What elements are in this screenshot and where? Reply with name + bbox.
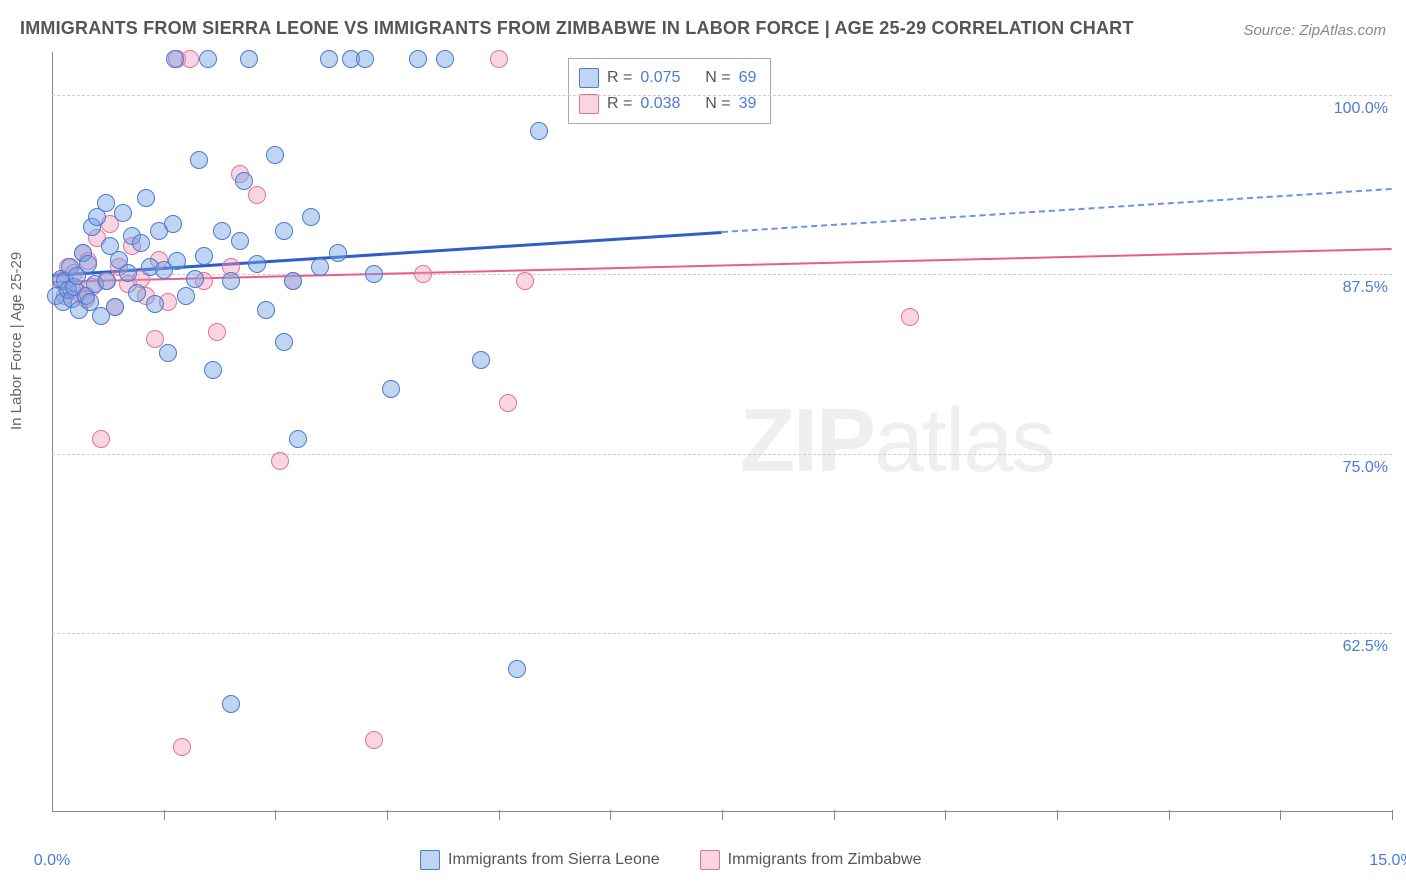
scatter-point-sierra-leone bbox=[222, 272, 240, 290]
scatter-point-sierra-leone bbox=[266, 146, 284, 164]
x-tick-mark bbox=[275, 810, 276, 820]
scatter-point-sierra-leone bbox=[98, 272, 116, 290]
chart-title: IMMIGRANTS FROM SIERRA LEONE VS IMMIGRAN… bbox=[20, 18, 1134, 39]
scatter-point-sierra-leone bbox=[106, 298, 124, 316]
scatter-point-zimbabwe bbox=[901, 308, 919, 326]
scatter-point-sierra-leone bbox=[164, 215, 182, 233]
scatter-point-sierra-leone bbox=[177, 287, 195, 305]
y-tick-label: 100.0% bbox=[1334, 100, 1388, 118]
scatter-point-zimbabwe bbox=[490, 50, 508, 68]
scatter-point-sierra-leone bbox=[146, 295, 164, 313]
gridline-horizontal bbox=[52, 454, 1392, 455]
scatter-point-sierra-leone bbox=[409, 50, 427, 68]
scatter-point-sierra-leone bbox=[240, 50, 258, 68]
scatter-point-sierra-leone bbox=[530, 122, 548, 140]
scatter-point-sierra-leone bbox=[132, 234, 150, 252]
x-tick-mark bbox=[722, 810, 723, 820]
x-tick-label: 15.0% bbox=[1369, 852, 1406, 870]
gridline-horizontal bbox=[52, 633, 1392, 634]
scatter-point-zimbabwe bbox=[92, 430, 110, 448]
scatter-point-sierra-leone bbox=[248, 255, 266, 273]
bottom-legend: Immigrants from Sierra Leone Immigrants … bbox=[420, 850, 921, 870]
scatter-point-sierra-leone bbox=[166, 50, 184, 68]
x-tick-mark bbox=[610, 810, 611, 820]
scatter-point-sierra-leone bbox=[190, 151, 208, 169]
scatter-point-sierra-leone bbox=[168, 252, 186, 270]
scatter-point-zimbabwe bbox=[499, 394, 517, 412]
scatter-point-sierra-leone bbox=[119, 264, 137, 282]
x-tick-mark bbox=[1169, 810, 1170, 820]
scatter-point-sierra-leone bbox=[275, 333, 293, 351]
x-tick-mark bbox=[1057, 810, 1058, 820]
scatter-point-sierra-leone bbox=[235, 172, 253, 190]
scatter-point-sierra-leone bbox=[284, 272, 302, 290]
source-label: Source: ZipAtlas.com bbox=[1243, 22, 1386, 39]
scatter-point-zimbabwe bbox=[414, 265, 432, 283]
x-tick-mark bbox=[834, 810, 835, 820]
gridline-horizontal bbox=[52, 95, 1392, 96]
n-label: N = bbox=[705, 65, 730, 91]
correlation-legend: R = 0.075 N = 69 R = 0.038 N = 39 bbox=[568, 58, 771, 124]
scatter-point-sierra-leone bbox=[199, 50, 217, 68]
scatter-point-sierra-leone bbox=[320, 50, 338, 68]
scatter-point-sierra-leone bbox=[195, 247, 213, 265]
n-value: 69 bbox=[739, 65, 757, 91]
scatter-point-zimbabwe bbox=[248, 186, 266, 204]
scatter-plot-area bbox=[52, 52, 1392, 812]
scatter-point-sierra-leone bbox=[289, 430, 307, 448]
scatter-point-sierra-leone bbox=[204, 361, 222, 379]
scatter-point-sierra-leone bbox=[137, 189, 155, 207]
r-value: 0.075 bbox=[640, 65, 680, 91]
scatter-point-sierra-leone bbox=[213, 222, 231, 240]
scatter-point-sierra-leone bbox=[311, 258, 329, 276]
scatter-point-sierra-leone bbox=[231, 232, 249, 250]
scatter-point-zimbabwe bbox=[146, 330, 164, 348]
legend-label: Immigrants from Zimbabwe bbox=[728, 851, 922, 869]
scatter-point-zimbabwe bbox=[271, 452, 289, 470]
scatter-point-sierra-leone bbox=[79, 255, 97, 273]
x-tick-mark bbox=[387, 810, 388, 820]
y-tick-label: 75.0% bbox=[1343, 459, 1388, 477]
legend-label: Immigrants from Sierra Leone bbox=[448, 851, 660, 869]
scatter-point-sierra-leone bbox=[128, 284, 146, 302]
legend-swatch-pink bbox=[700, 850, 720, 870]
r-label: R = bbox=[607, 65, 632, 91]
y-tick-label: 62.5% bbox=[1343, 638, 1388, 656]
scatter-point-sierra-leone bbox=[275, 222, 293, 240]
x-tick-mark bbox=[499, 810, 500, 820]
scatter-point-sierra-leone bbox=[97, 194, 115, 212]
legend-swatch-blue bbox=[579, 68, 599, 88]
scatter-point-sierra-leone bbox=[329, 244, 347, 262]
scatter-point-sierra-leone bbox=[365, 265, 383, 283]
x-tick-mark bbox=[1392, 810, 1393, 820]
scatter-point-zimbabwe bbox=[365, 731, 383, 749]
x-tick-label: 0.0% bbox=[34, 852, 70, 870]
scatter-point-sierra-leone bbox=[472, 351, 490, 369]
y-axis-label: In Labor Force | Age 25-29 bbox=[8, 252, 25, 430]
bottom-legend-item-sierra-leone: Immigrants from Sierra Leone bbox=[420, 850, 660, 870]
scatter-point-sierra-leone bbox=[159, 344, 177, 362]
x-tick-mark bbox=[945, 810, 946, 820]
scatter-point-sierra-leone bbox=[436, 50, 454, 68]
scatter-point-sierra-leone bbox=[222, 695, 240, 713]
x-tick-mark bbox=[164, 810, 165, 820]
scatter-point-sierra-leone bbox=[302, 208, 320, 226]
scatter-point-zimbabwe bbox=[516, 272, 534, 290]
y-tick-label: 87.5% bbox=[1343, 279, 1388, 297]
x-tick-mark bbox=[1280, 810, 1281, 820]
legend-swatch-pink bbox=[579, 94, 599, 114]
scatter-point-zimbabwe bbox=[208, 323, 226, 341]
legend-swatch-blue bbox=[420, 850, 440, 870]
scatter-point-sierra-leone bbox=[356, 50, 374, 68]
legend-row-sierra-leone: R = 0.075 N = 69 bbox=[579, 65, 756, 91]
scatter-point-sierra-leone bbox=[382, 380, 400, 398]
bottom-legend-item-zimbabwe: Immigrants from Zimbabwe bbox=[700, 850, 922, 870]
scatter-point-sierra-leone bbox=[257, 301, 275, 319]
scatter-point-sierra-leone bbox=[508, 660, 526, 678]
scatter-point-zimbabwe bbox=[173, 738, 191, 756]
scatter-point-sierra-leone bbox=[114, 204, 132, 222]
scatter-point-sierra-leone bbox=[186, 270, 204, 288]
